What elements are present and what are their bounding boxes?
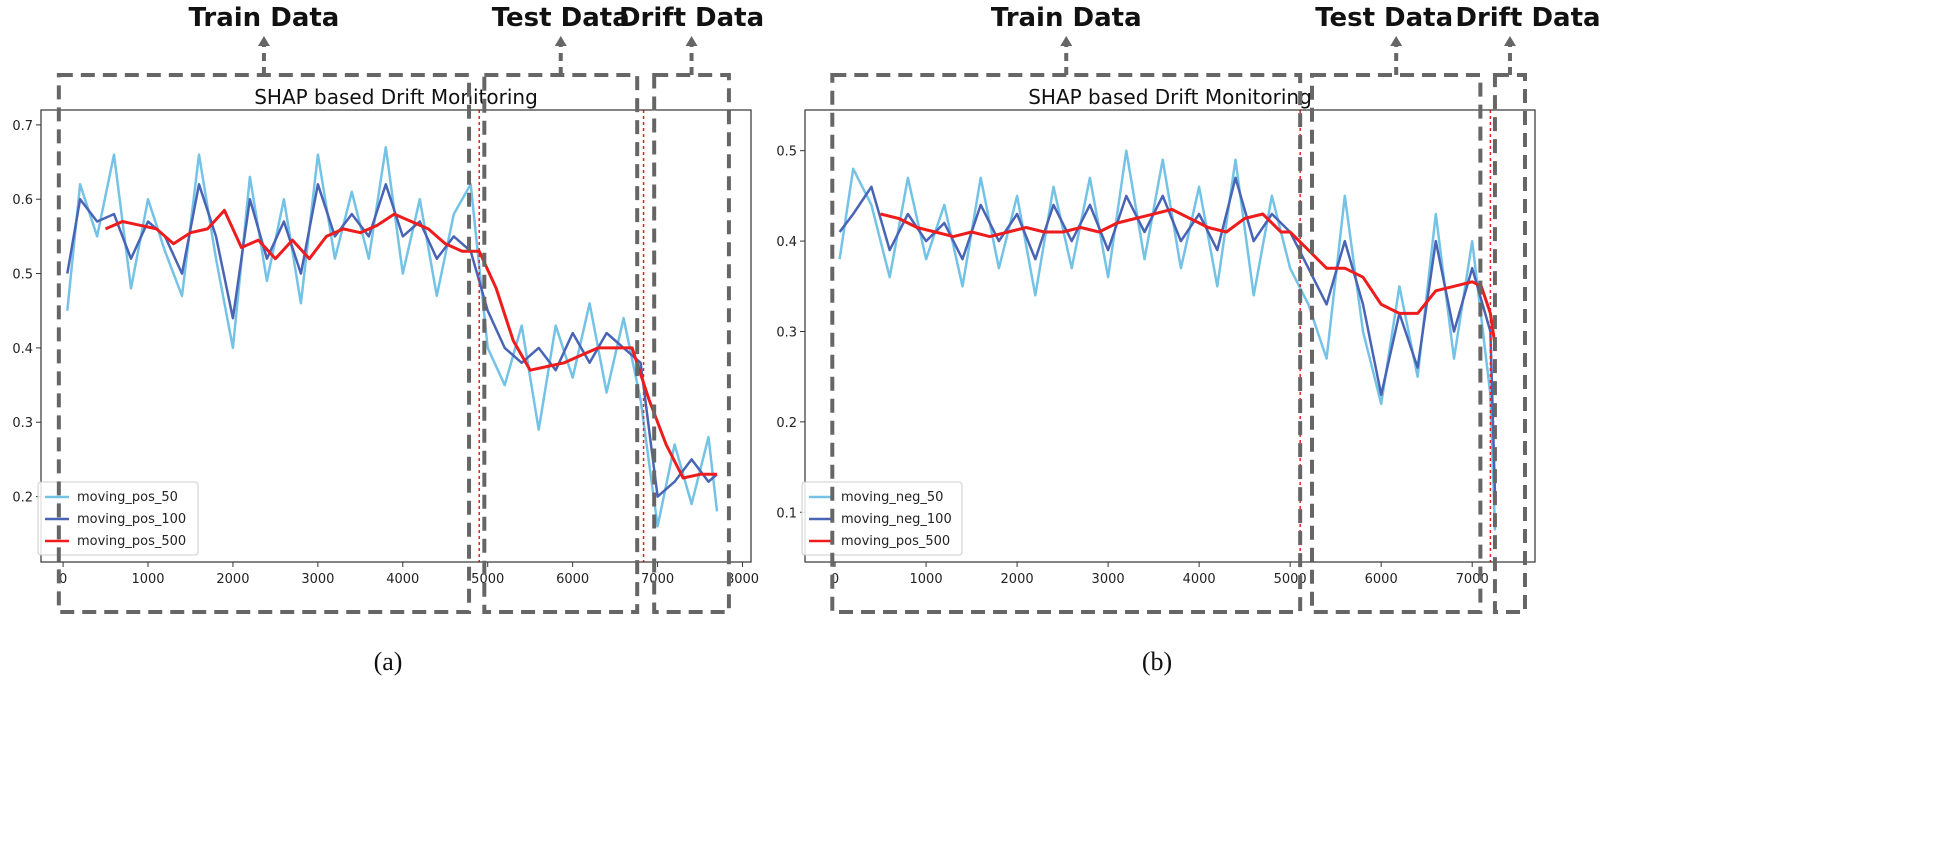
- region-box: [652, 73, 731, 614]
- x-tick-label: 4000: [1183, 572, 1216, 587]
- arrow-up-icon: [554, 36, 567, 46]
- x-tick-label: 0: [59, 572, 67, 587]
- y-tick-label: 0.7: [12, 119, 33, 134]
- x-tick-label: 2000: [1001, 572, 1034, 587]
- x-tick-label: 2000: [216, 572, 249, 587]
- plot-frame: [40, 109, 752, 563]
- series-line-moving_pos_100: [66, 183, 718, 498]
- region-label: Train Data: [189, 3, 340, 33]
- legend-label: moving_pos_500: [77, 534, 186, 549]
- legend: moving_neg_50 moving_neg_100 moving_pos_50…: [801, 481, 963, 556]
- region-label: Drift Data: [619, 3, 764, 33]
- region-label: Test Data: [492, 3, 630, 33]
- x-tick-label: 5000: [471, 572, 504, 587]
- chart-title: SHAP based Drift Monitoring: [1028, 85, 1312, 109]
- region-label: Drift Data: [1455, 3, 1600, 33]
- x-tick-label: 1000: [910, 572, 943, 587]
- series-line-moving_pos_500: [880, 207, 1497, 346]
- x-tick-label: 1000: [131, 572, 164, 587]
- region-label: Train Data: [991, 3, 1142, 33]
- arrow-up-icon: [1503, 36, 1516, 46]
- legend-box: [37, 481, 199, 556]
- panel-caption: (b): [1142, 647, 1172, 676]
- series-line-moving_neg_100: [838, 176, 1497, 495]
- series-line-moving_pos_500: [104, 208, 717, 480]
- x-tick-label: 7000: [641, 572, 674, 587]
- arrow-up-icon: [1060, 36, 1073, 46]
- x-tick-label: 7000: [1456, 572, 1489, 587]
- chart-panel-a: SHAP based Drift Monitoring 0 1000 2000 3000…: [12, 3, 764, 676]
- legend-box: [801, 481, 963, 556]
- legend-label: moving_neg_100: [841, 512, 952, 527]
- y-tick-label: 0.3: [776, 325, 797, 340]
- y-tick-label: 0.4: [12, 342, 33, 357]
- region-box: [1492, 73, 1527, 614]
- arrow-up-icon: [685, 36, 698, 46]
- x-tick-label: 4000: [386, 572, 419, 587]
- plot-frame: [804, 109, 1536, 563]
- y-tick-label: 0.2: [12, 491, 33, 506]
- x-tick-label: 0: [831, 572, 839, 587]
- y-tick-label: 0.3: [12, 416, 33, 431]
- series-line-moving_neg_50: [838, 149, 1497, 531]
- panel-caption: (a): [374, 647, 403, 676]
- y-tick-label: 0.5: [776, 145, 797, 160]
- y-tick-label: 0.2: [776, 416, 797, 431]
- x-tick-label: 3000: [1092, 572, 1125, 587]
- region-label: Test Data: [1315, 3, 1453, 33]
- legend-label: moving_pos_500: [841, 534, 950, 549]
- y-tick-label: 0.1: [776, 506, 797, 521]
- y-tick-label: 0.4: [776, 235, 797, 250]
- arrow-up-icon: [257, 36, 270, 46]
- y-tick-label: 0.6: [12, 193, 33, 208]
- x-tick-label: 6000: [1365, 572, 1398, 587]
- chart-title: SHAP based Drift Monitoring: [254, 85, 538, 109]
- arrow-up-icon: [1390, 36, 1403, 46]
- legend: moving_pos_50 moving_pos_100 moving_pos_50…: [37, 481, 199, 556]
- chart-panel-b: SHAP based Drift Monitoring 0 1000 2000 3000…: [776, 3, 1600, 676]
- x-tick-label: 6000: [556, 572, 589, 587]
- x-tick-label: 3000: [301, 572, 334, 587]
- x-tick-label: 8000: [726, 572, 759, 587]
- legend-label: moving_neg_50: [841, 490, 943, 505]
- legend-label: moving_pos_100: [77, 512, 186, 527]
- legend-label: moving_pos_50: [77, 490, 178, 505]
- y-tick-label: 0.5: [12, 268, 33, 283]
